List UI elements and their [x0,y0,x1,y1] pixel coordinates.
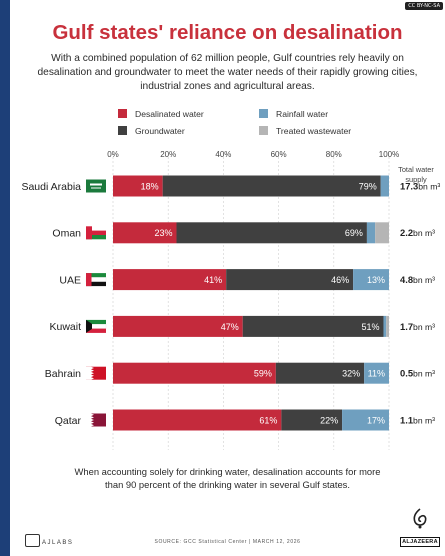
bar-segment [163,176,381,197]
data-label: 79% [359,181,377,191]
source-line: SOURCE: GCC Statistical Center | MARCH 1… [10,539,445,545]
total-supply-value: 4.8bn m³ [400,274,435,285]
x-tick-label: 40% [215,150,231,159]
category-label: Bahrain [45,368,81,380]
category-label: Oman [52,228,81,240]
total-supply-value: 1.1bn m³ [400,414,435,425]
data-label: 22% [320,415,338,425]
bar-segment [375,222,389,243]
data-label: 13% [367,275,385,285]
total-supply-value: 2.2bn m³ [400,227,435,238]
category-label: Kuwait [49,321,81,333]
category-label: UAE [59,274,81,286]
data-label: 69% [345,228,363,238]
data-label: 11% [368,369,385,379]
x-tick-label: 0% [107,150,119,159]
data-label: 23% [154,228,172,238]
x-tick-label: 100% [379,150,399,159]
category-label: Qatar [55,415,82,427]
flag-saudi-arabia-icon [86,180,106,193]
footnote: When accounting solely for drinking wate… [70,465,385,491]
bar-segment [176,222,366,243]
x-tick-label: 60% [271,150,287,159]
data-label: 41% [204,275,222,285]
x-tick-label: 20% [160,150,176,159]
flag-oman-icon [86,226,92,239]
bar-segment [113,363,276,384]
flag-uae-icon [86,273,92,286]
data-label: 17% [367,415,385,425]
data-label: 46% [331,275,349,285]
flag-saudi-arabia-icon [91,188,101,189]
category-label: Saudi Arabia [21,181,81,193]
data-label: 61% [259,415,277,425]
data-label: 32% [342,369,360,379]
flag-saudi-arabia-icon [90,184,102,186]
aljazeera-logo-text: ALJAZEERA [400,537,440,547]
x-tick-label: 80% [326,150,342,159]
bar-segment [381,176,389,197]
infographic-card: CC BY-NC-SA Gulf states' reliance on des… [10,0,445,556]
bar-segment [383,316,386,337]
data-label: 47% [221,322,239,332]
bar-segment [113,410,281,431]
aljazeera-emblem-icon [410,508,430,530]
aljazeera-logo: ALJAZEERA [400,508,440,547]
total-supply-value: 1.7bn m³ [400,321,435,332]
bar-segment [386,316,389,337]
data-label: 51% [361,322,379,332]
total-supply-value: 17.3bn m³ [400,180,440,191]
data-label: 59% [254,369,272,379]
data-label: 18% [141,181,159,191]
total-supply-value: 0.5bn m³ [400,368,435,379]
total-supply-header: Total water [398,165,434,174]
bar-segment [367,222,375,243]
